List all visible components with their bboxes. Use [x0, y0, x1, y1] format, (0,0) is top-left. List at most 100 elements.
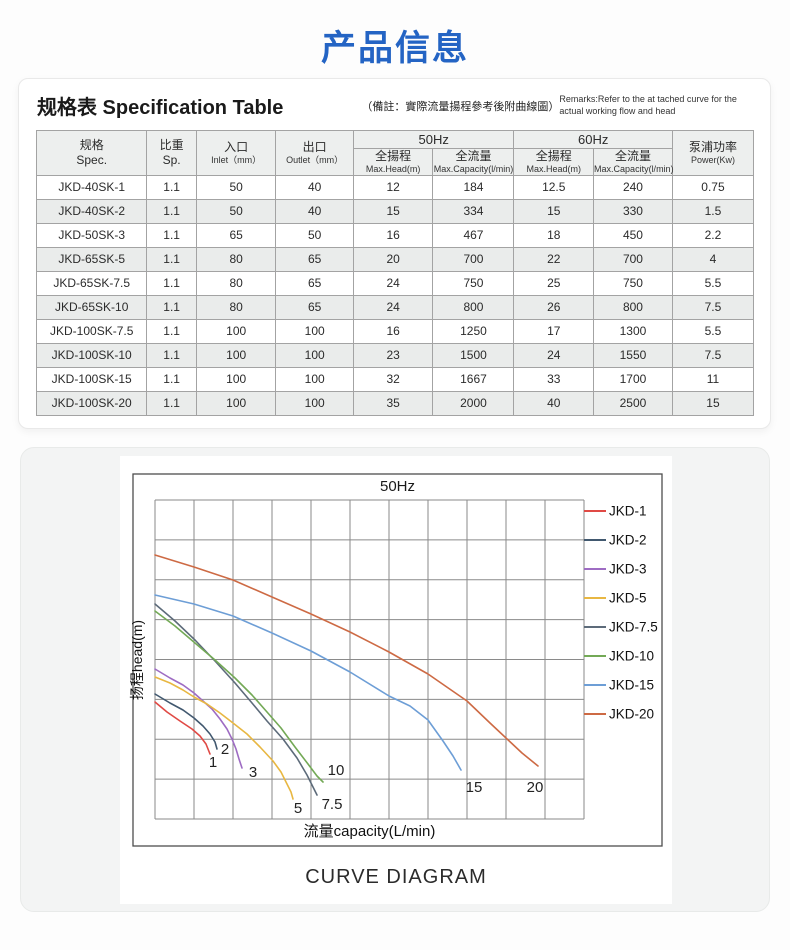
legend-label-jkd-5: JKD-5 — [609, 591, 647, 606]
table-row: JKD-100SK-7.5 1.1 100 100 16 1250 17 1300 5.5 — [35, 318, 755, 344]
legend-label-jkd-7.5: JKD-7.5 — [609, 620, 658, 635]
curve-jkd-2 — [154, 693, 218, 750]
col-header-power: 泵浦功率 Power(Kw) — [671, 130, 755, 176]
table-cell: 800 — [432, 294, 515, 320]
table-cell: 334 — [432, 198, 515, 224]
table-cell: 2500 — [593, 390, 673, 416]
table-row: JKD-100SK-15 1.1 100 100 32 1667 33 1700 11 — [35, 366, 755, 392]
table-cell: 467 — [432, 222, 515, 248]
table-cell: 750 — [593, 270, 673, 296]
table-cell: 100 — [275, 366, 354, 392]
table-cell: 0.75 — [671, 174, 755, 200]
table-cell: 1.1 — [146, 318, 197, 344]
table-row: JKD-100SK-20 1.1 100 100 35 2000 40 2500 15 — [35, 390, 755, 416]
curve-end-label-1: 1 — [209, 754, 217, 771]
curve-jkd-7.5 — [154, 603, 318, 796]
table-cell: 25 — [513, 270, 595, 296]
table-cell: 33 — [513, 366, 595, 392]
table-cell: 50 — [275, 222, 354, 248]
col-header-cap-60: 全流量 Max.Capacity(l/min) — [593, 148, 674, 176]
col-header-outlet: 出口 Outlet（mm） — [275, 130, 354, 176]
curve-end-label-10: 10 — [328, 762, 345, 779]
col-header-cap-50: 全流量 Max.Capacity(l/min) — [432, 148, 515, 176]
table-cell: 5.5 — [671, 270, 755, 296]
table-cell: 24 — [513, 342, 595, 368]
table-cell: 100 — [195, 318, 277, 344]
specification-table: 规格 Spec. 比重 Sp. 入口 Inlet（mm） 出口 Outlet（m… — [35, 130, 755, 416]
table-cell: 15 — [671, 390, 755, 416]
table-cell: 20 — [352, 246, 434, 272]
table-cell: 100 — [275, 390, 354, 416]
table-cell: 1667 — [432, 366, 515, 392]
table-cell: JKD-100SK-15 — [35, 366, 148, 392]
curve-diagram-card: 50Hz 扬程head(m) 流量capacity(L/min) 1 2 3 5 7.5 10 1… — [20, 447, 770, 912]
table-cell: 24 — [352, 294, 434, 320]
table-cell: 1500 — [432, 342, 515, 368]
spec-card-header: 规格表 Specification Table （備註：實際流量揚程參考後附曲線… — [19, 79, 770, 124]
table-row: JKD-65SK-10 1.1 80 65 24 800 26 800 7.5 — [35, 294, 755, 320]
table-cell: 17 — [513, 318, 595, 344]
legend-label-jkd-20: JKD-20 — [609, 707, 654, 722]
curve-jkd-20 — [154, 554, 539, 767]
table-cell: 4 — [671, 246, 755, 272]
table-cell: 1700 — [593, 366, 673, 392]
table-cell: 700 — [593, 246, 673, 272]
table-cell: 40 — [275, 174, 354, 200]
table-cell: 15 — [513, 198, 595, 224]
chart-title: 50Hz — [380, 478, 415, 495]
curve-end-label-3: 3 — [249, 764, 257, 781]
curve-jkd-10 — [154, 610, 324, 783]
curve-diagram-panel: 50Hz 扬程head(m) 流量capacity(L/min) 1 2 3 5 7.5 10 1… — [120, 456, 672, 904]
table-cell: 11 — [671, 366, 755, 392]
table-cell: 1.1 — [146, 294, 197, 320]
table-cell: 15 — [352, 198, 434, 224]
spec-remark-zh: （備註：實際流量揚程參考後附曲線圖） — [361, 101, 560, 113]
curve-jkd-5 — [154, 676, 294, 800]
col-header-50hz: 50Hz — [352, 130, 515, 149]
table-cell: 100 — [195, 390, 277, 416]
table-cell: JKD-65SK-5 — [35, 246, 148, 272]
table-cell: 12 — [352, 174, 434, 200]
col-header-inlet: 入口 Inlet（mm） — [195, 130, 277, 176]
y-axis-label: 扬程head(m) — [129, 620, 145, 700]
table-cell: 1.1 — [146, 390, 197, 416]
table-cell: 2.2 — [671, 222, 755, 248]
curve-jkd-3 — [154, 668, 243, 769]
legend-label-jkd-1: JKD-1 — [609, 504, 647, 519]
table-cell: 1.1 — [146, 174, 197, 200]
table-cell: 330 — [593, 198, 673, 224]
table-cell: 5.5 — [671, 318, 755, 344]
curve-end-label-5: 5 — [294, 800, 302, 817]
col-header-60hz: 60Hz — [513, 130, 673, 149]
table-cell: 80 — [195, 294, 277, 320]
table-cell: 100 — [195, 366, 277, 392]
table-cell: 22 — [513, 246, 595, 272]
curve-jkd-15 — [154, 594, 462, 771]
table-cell: JKD-100SK-10 — [35, 342, 148, 368]
table-cell: 1300 — [593, 318, 673, 344]
table-cell: JKD-100SK-20 — [35, 390, 148, 416]
table-cell: 65 — [275, 270, 354, 296]
table-row: JKD-50SK-3 1.1 65 50 16 467 18 450 2.2 — [35, 222, 755, 248]
table-cell: 32 — [352, 366, 434, 392]
table-cell: 2000 — [432, 390, 515, 416]
table-cell: JKD-65SK-7.5 — [35, 270, 148, 296]
legend-label-jkd-15: JKD-15 — [609, 678, 654, 693]
table-cell: 1550 — [593, 342, 673, 368]
table-cell: JKD-65SK-10 — [35, 294, 148, 320]
table-cell: 16 — [352, 222, 434, 248]
table-cell: 80 — [195, 270, 277, 296]
table-cell: 750 — [432, 270, 515, 296]
table-cell: 1.1 — [146, 366, 197, 392]
table-cell: 65 — [195, 222, 277, 248]
table-cell: JKD-100SK-7.5 — [35, 318, 148, 344]
legend-label-jkd-3: JKD-3 — [609, 562, 647, 577]
spec-table-title: 规格表 Specification Table — [37, 97, 284, 119]
table-cell: 23 — [352, 342, 434, 368]
legend-label-jkd-10: JKD-10 — [609, 649, 654, 664]
table-cell: 80 — [195, 246, 277, 272]
table-cell: JKD-40SK-2 — [35, 198, 148, 224]
col-header-head-60: 全揚程 Max.Head(m) — [513, 148, 595, 176]
table-cell: 18 — [513, 222, 595, 248]
table-row: JKD-65SK-7.5 1.1 80 65 24 750 25 750 5.5 — [35, 270, 755, 296]
